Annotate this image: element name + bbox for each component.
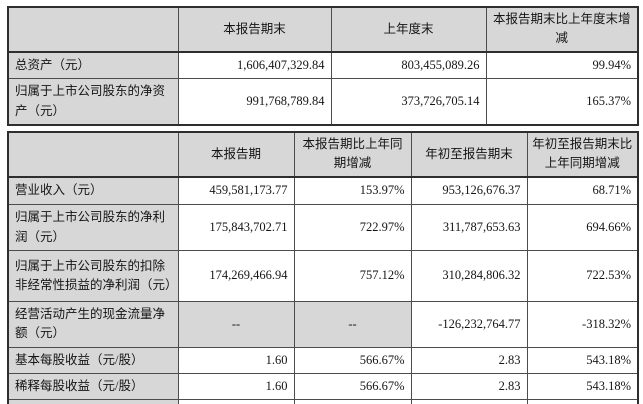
cell-value: 373,726,705.14 (330, 78, 487, 126)
cell-value: 459,581,173.77 (177, 176, 295, 206)
column-header-change-vs-prior-year-end: 本报告期末比上年度末增减 (485, 6, 639, 53)
table-row-net-assets: 归属于上市公司股东的净资产（元） 991,768,789.84 373,726,… (7, 78, 639, 126)
row-label: 经营活动产生的现金流量净额（元） (7, 300, 179, 348)
cell-value: 722.97% (293, 204, 412, 251)
table-row-net-profit-excl-nonrecurring: 归属于上市公司股东的扣除非经常性损益的净利润（元） 174,269,466.94… (7, 249, 639, 302)
column-header-prior-year-end: 上年度末 (330, 6, 487, 53)
cell-value: -126,232,764.77 (410, 300, 528, 348)
table-row-diluted-eps: 稀释每股收益（元/股） 1.60 566.67% 2.83 543.18% (7, 372, 639, 401)
row-label: 归属于上市公司股东的净资产（元） (7, 78, 179, 126)
cell-value: 543.18% (526, 346, 639, 375)
cell-value: 1.60 (177, 372, 295, 401)
row-label: 归属于上市公司股东的净利润（元） (7, 204, 179, 251)
cell-value: 722.53% (526, 249, 639, 302)
corner-cell (7, 131, 179, 178)
column-header-change-vs-same-period: 本报告期比上年同期增减 (293, 131, 412, 178)
summary-table-period: 本报告期 本报告期比上年同期增减 年初至报告期末 年初至报告期末比上年同期增减 … (7, 130, 639, 404)
cell-value: -318.32% (526, 300, 639, 348)
cell-value: 694.66% (526, 204, 639, 251)
cell-value: 311,787,653.63 (410, 204, 528, 251)
cell-value: 543.18% (526, 372, 639, 401)
column-header-current-period-end: 本报告期末 (177, 6, 332, 53)
table-row-basic-eps: 基本每股收益（元/股） 1.60 566.67% 2.83 543.18% (7, 346, 639, 375)
cell-value: 174,269,466.94 (177, 249, 295, 302)
cell-value: 1.60 (177, 346, 295, 375)
row-label: 稀释每股收益（元/股） (7, 372, 179, 401)
cell-value: 175,843,702.71 (177, 204, 295, 251)
corner-cell (7, 6, 179, 53)
column-header-year-to-date: 年初至报告期末 (410, 131, 528, 178)
row-label: 营业收入（元） (7, 176, 179, 206)
table-row-total-assets: 总资产（元） 1,606,407,329.84 803,455,089.26 9… (7, 51, 639, 80)
table-row-weighted-avg-roe: 加权平均净资产收益率 19.20% 12.56% 41.66% 28.89% (7, 399, 639, 404)
cell-value: 19.20% (177, 399, 295, 404)
row-label: 加权平均净资产收益率 (7, 399, 179, 404)
cell-value-na: -- (177, 300, 295, 348)
table-row-operating-revenue: 营业收入（元） 459,581,173.77 153.97% 953,126,6… (7, 176, 639, 206)
cell-value: 803,455,089.26 (330, 51, 487, 80)
cell-value: 566.67% (293, 346, 412, 375)
cell-value: 165.37% (485, 78, 639, 126)
cell-value: 566.67% (293, 372, 412, 401)
summary-table-period-end: 本报告期末 上年度末 本报告期末比上年度末增减 总资产（元） 1,606,407… (7, 6, 639, 126)
row-label: 总资产（元） (7, 51, 179, 80)
column-header-current-period: 本报告期 (177, 131, 295, 178)
column-header-ytd-change-vs-same-period: 年初至报告期末比上年同期增减 (526, 131, 639, 178)
cell-value: 99.94% (485, 51, 639, 80)
cell-value-na: -- (293, 300, 412, 348)
cell-value: 2.83 (410, 372, 528, 401)
cell-value: 68.71% (526, 176, 639, 206)
header-row: 本报告期末 上年度末 本报告期末比上年度末增减 (7, 6, 639, 53)
row-label: 归属于上市公司股东的扣除非经常性损益的净利润（元） (7, 249, 179, 302)
cell-value: 757.12% (293, 249, 412, 302)
table-row-operating-cash-flow: 经营活动产生的现金流量净额（元） -- -- -126,232,764.77 -… (7, 300, 639, 348)
cell-value: 991,768,789.84 (177, 78, 332, 126)
cell-value: 2.83 (410, 346, 528, 375)
cell-value: 310,284,806.32 (410, 249, 528, 302)
cell-value: 28.89% (526, 399, 639, 404)
cell-value: 12.56% (293, 399, 412, 404)
row-label: 基本每股收益（元/股） (7, 346, 179, 375)
table-row-net-profit: 归属于上市公司股东的净利润（元） 175,843,702.71 722.97% … (7, 204, 639, 251)
cell-value: 153.97% (293, 176, 412, 206)
header-row: 本报告期 本报告期比上年同期增减 年初至报告期末 年初至报告期末比上年同期增减 (7, 131, 639, 178)
cell-value: 41.66% (410, 399, 528, 404)
cell-value: 953,126,676.37 (410, 176, 528, 206)
cell-value: 1,606,407,329.84 (177, 51, 332, 80)
